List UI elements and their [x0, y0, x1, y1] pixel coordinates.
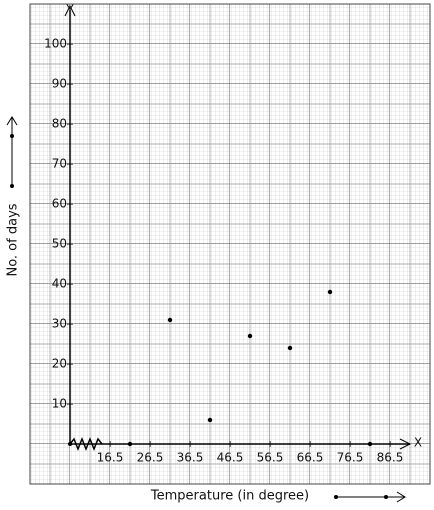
y-axis-name: Y: [65, 3, 74, 17]
y-tick-label: 90: [52, 77, 67, 91]
x-tick-label: 36.5: [177, 451, 204, 465]
y-tick-label: 60: [52, 197, 67, 211]
y-tick-label: 70: [52, 157, 67, 171]
data-point: [327, 289, 333, 295]
y-tick-label: 10: [52, 397, 67, 411]
x-axis-name: X: [414, 436, 422, 450]
x-direction-arrow: [334, 491, 406, 503]
x-tick-label: 16.5: [97, 451, 124, 465]
y-tick-label: 40: [52, 277, 67, 291]
data-point: [287, 345, 293, 351]
y-tick-label: 30: [52, 317, 67, 331]
data-point: [167, 317, 173, 323]
data-point: [127, 441, 133, 447]
x-arrow: [399, 438, 412, 450]
data-point: [367, 441, 373, 447]
x-axis-label: Temperature (in degree): [150, 489, 309, 504]
x-tick-label: 76.5: [337, 451, 364, 465]
x-tick-label: 56.5: [257, 451, 284, 465]
graph-paper: [29, 3, 431, 485]
data-point: [247, 333, 253, 339]
y-arrow: [64, 4, 76, 17]
data-point: [207, 417, 213, 423]
axis-break: [69, 436, 103, 452]
x-tick-label: 46.5: [217, 451, 244, 465]
y-tick-label: 50: [52, 237, 67, 251]
x-tick-label: 66.5: [297, 451, 324, 465]
x-tick-label: 86.5: [377, 451, 404, 465]
y-axis-label: No. of days: [6, 203, 21, 276]
x-tick-label: 26.5: [137, 451, 164, 465]
y-direction-arrow: [6, 116, 18, 188]
plot: 10 20 30 40 50 60 70 80 90 100 16.5 26.5 36.5 46.5 56.…: [44, 10, 410, 465]
y-tick-label: 80: [52, 117, 67, 131]
y-tick-label: 100: [44, 37, 67, 51]
y-tick-label: 20: [52, 357, 67, 371]
